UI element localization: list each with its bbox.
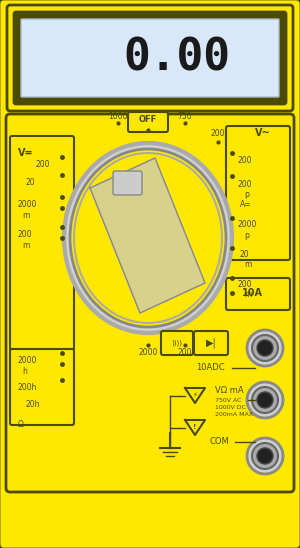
Polygon shape (185, 388, 205, 403)
Text: 200: 200 (35, 160, 50, 169)
Text: V~: V~ (255, 128, 271, 138)
Polygon shape (185, 420, 205, 435)
FancyBboxPatch shape (113, 171, 142, 195)
Text: 20: 20 (25, 178, 34, 187)
Text: 200: 200 (178, 348, 192, 357)
Text: V=: V= (18, 148, 34, 158)
Circle shape (257, 392, 273, 408)
Text: 2000: 2000 (238, 220, 257, 229)
Text: m: m (244, 290, 251, 299)
Text: !: ! (194, 424, 196, 430)
FancyBboxPatch shape (161, 331, 193, 355)
FancyBboxPatch shape (6, 114, 294, 492)
Text: 200: 200 (238, 156, 253, 165)
FancyBboxPatch shape (226, 278, 290, 310)
Text: 10ADC: 10ADC (196, 363, 224, 372)
Text: 750V AC: 750V AC (215, 398, 242, 403)
Text: ⚡: ⚡ (193, 392, 197, 398)
Text: )))): )))) (172, 340, 182, 346)
FancyBboxPatch shape (128, 112, 168, 132)
Text: 2000: 2000 (138, 348, 158, 357)
Circle shape (257, 340, 273, 356)
Text: COM: COM (210, 437, 230, 447)
Text: p: p (244, 231, 249, 240)
FancyBboxPatch shape (194, 331, 228, 355)
Circle shape (247, 438, 283, 474)
FancyBboxPatch shape (10, 349, 74, 425)
Text: A=: A= (240, 200, 252, 209)
Text: VΩ mA: VΩ mA (215, 386, 244, 395)
Polygon shape (90, 158, 205, 313)
Text: 1000: 1000 (108, 112, 128, 121)
FancyBboxPatch shape (226, 126, 290, 260)
Text: 2000: 2000 (18, 200, 38, 209)
Text: m: m (22, 211, 29, 220)
Ellipse shape (74, 153, 222, 323)
Circle shape (252, 443, 278, 469)
Circle shape (247, 330, 283, 366)
Text: h: h (22, 367, 27, 376)
Circle shape (257, 448, 273, 464)
Text: 20h: 20h (25, 400, 40, 409)
Ellipse shape (64, 143, 232, 333)
Text: 10A: 10A (242, 288, 263, 298)
Text: 200h: 200h (18, 383, 38, 392)
Circle shape (247, 382, 283, 418)
Text: ▶|: ▶| (206, 338, 216, 348)
Text: 0.00: 0.00 (123, 37, 230, 79)
Text: Ω: Ω (18, 420, 24, 429)
Text: p: p (244, 190, 249, 199)
Text: 750: 750 (178, 112, 192, 121)
Text: 2000: 2000 (18, 356, 38, 365)
Text: m: m (22, 241, 29, 250)
Text: m: m (244, 260, 251, 269)
Circle shape (252, 335, 278, 361)
FancyBboxPatch shape (14, 12, 286, 104)
Text: 200: 200 (18, 230, 32, 239)
Text: 200mA MAX: 200mA MAX (215, 412, 253, 417)
Text: 20: 20 (240, 250, 250, 259)
Ellipse shape (70, 149, 226, 327)
Text: 200: 200 (238, 280, 253, 289)
Text: 200: 200 (238, 180, 253, 189)
FancyBboxPatch shape (10, 136, 74, 350)
Text: 200: 200 (211, 129, 225, 138)
FancyBboxPatch shape (21, 19, 279, 97)
Text: OFF: OFF (139, 116, 157, 124)
FancyBboxPatch shape (7, 5, 293, 111)
Text: 1000V DC: 1000V DC (215, 405, 246, 410)
Circle shape (252, 387, 278, 413)
